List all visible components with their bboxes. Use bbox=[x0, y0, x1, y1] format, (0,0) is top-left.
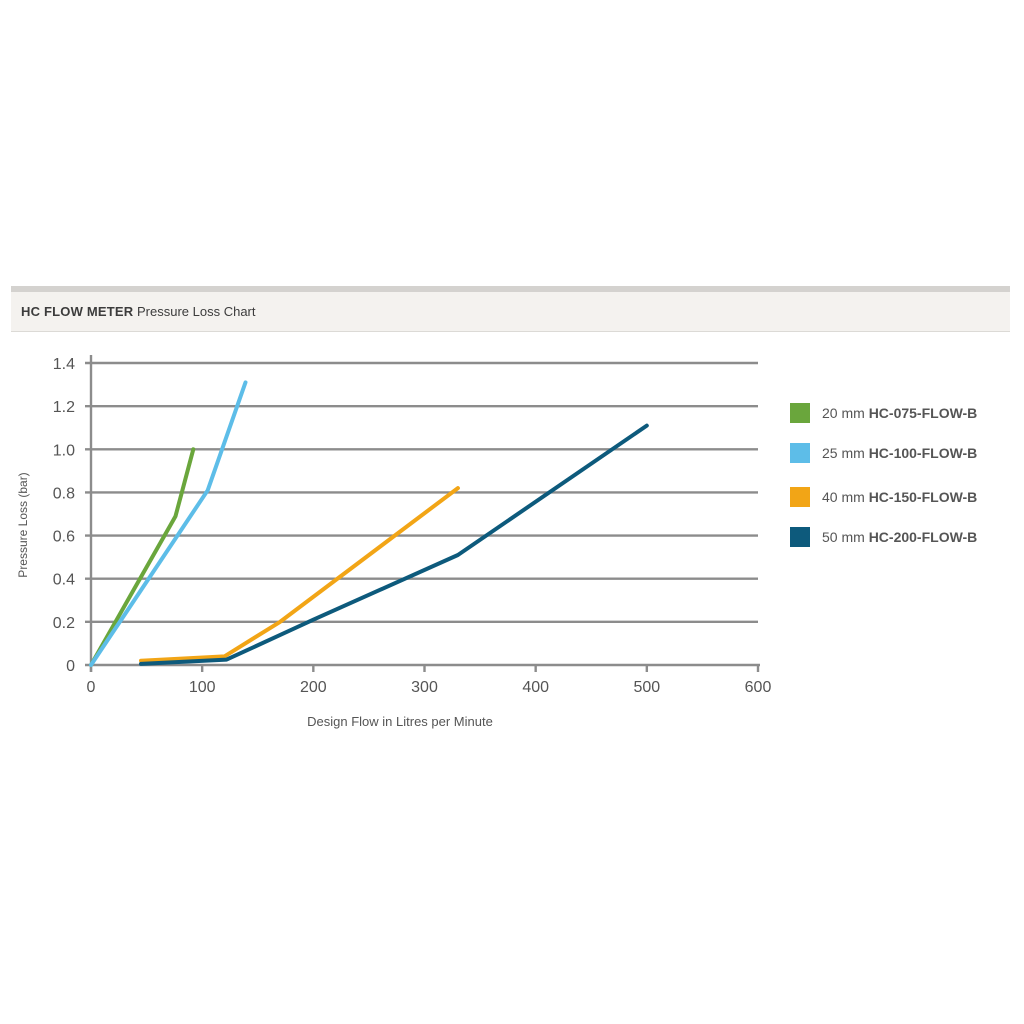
y-tick-label: 0.4 bbox=[53, 572, 75, 589]
x-tick-label: 600 bbox=[745, 679, 772, 696]
y-axis-label: Pressure Loss (bar) bbox=[16, 472, 30, 577]
chart-header: HC FLOW METER Pressure Loss Chart bbox=[11, 286, 1010, 332]
data-series bbox=[89, 380, 649, 667]
axis-labels: Design Flow in Litres per Minute Pressur… bbox=[16, 472, 493, 729]
y-tick-label: 1.4 bbox=[53, 356, 75, 373]
y-tick-label: 0.6 bbox=[53, 529, 75, 546]
legend-swatch bbox=[790, 487, 810, 507]
series-line-hc-150-flow-b bbox=[139, 486, 460, 663]
x-tick-label: 500 bbox=[633, 679, 660, 696]
legend-swatch bbox=[790, 527, 810, 547]
series-line-hc-100-flow-b bbox=[89, 380, 248, 667]
x-tick-label: 0 bbox=[87, 679, 96, 696]
x-tick-label: 100 bbox=[189, 679, 216, 696]
legend-label: 25 mm HC-100-FLOW-B bbox=[822, 445, 977, 461]
legend-label: 40 mm HC-150-FLOW-B bbox=[822, 489, 977, 505]
grid-lines bbox=[85, 361, 758, 624]
chart-title-rest: Pressure Loss Chart bbox=[137, 304, 256, 319]
y-tick-label: 0.8 bbox=[53, 485, 75, 502]
legend-label: 20 mm HC-075-FLOW-B bbox=[822, 405, 977, 421]
chart-title-bold: HC FLOW METER bbox=[21, 304, 134, 319]
y-tick-label: 1.2 bbox=[53, 399, 75, 416]
series-line-hc-200-flow-b bbox=[139, 423, 649, 666]
legend-swatch bbox=[790, 443, 810, 463]
x-tick-label: 400 bbox=[522, 679, 549, 696]
x-tick-label: 200 bbox=[300, 679, 327, 696]
axes: 0 0.2 0.4 0.6 0.8 1.0 1.2 1.4 0 100 200 300 400 500 60… bbox=[53, 355, 772, 696]
chart-title: HC FLOW METER Pressure Loss Chart bbox=[21, 304, 256, 319]
series-line-hc-075-flow-b bbox=[89, 447, 196, 667]
legend-label: 50 mm HC-200-FLOW-B bbox=[822, 529, 977, 545]
y-tick-label: 0.2 bbox=[53, 615, 75, 632]
y-tick-label: 0 bbox=[66, 658, 75, 675]
x-axis-label: Design Flow in Litres per Minute bbox=[307, 714, 493, 729]
y-tick-label: 1.0 bbox=[53, 442, 75, 459]
x-tick-label: 300 bbox=[411, 679, 438, 696]
legend: 20 mm HC-075-FLOW-B 25 mm HC-100-FLOW-B 40… bbox=[790, 403, 977, 547]
legend-swatch bbox=[790, 403, 810, 423]
